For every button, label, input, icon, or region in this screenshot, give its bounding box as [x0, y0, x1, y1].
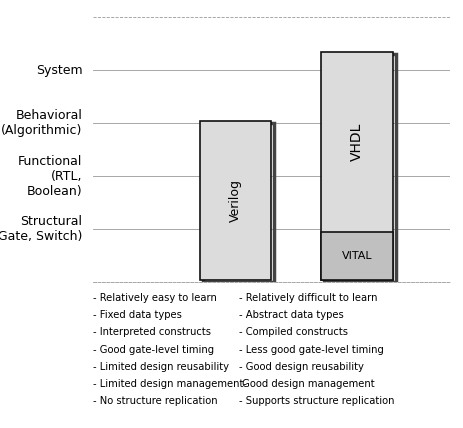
Text: VHDL: VHDL [350, 123, 363, 161]
Text: - Compiled constructs: - Compiled constructs [238, 327, 347, 337]
Text: VITAL: VITAL [341, 251, 372, 261]
Bar [202, 123, 274, 282]
Text: - Limited design reusability: - Limited design reusability [93, 362, 228, 372]
Text: Verilog: Verilog [229, 179, 242, 222]
Bar [321, 232, 392, 280]
Bar [321, 52, 392, 280]
Text: - Limited design management-: - Limited design management- [93, 379, 246, 389]
Text: - Interpreted constructs: - Interpreted constructs [93, 327, 210, 337]
Bar [324, 54, 395, 282]
Text: - Good gate-level timing: - Good gate-level timing [93, 345, 213, 354]
Text: - No structure replication: - No structure replication [93, 396, 217, 406]
Text: - Good design reusability: - Good design reusability [238, 362, 363, 372]
Text: - Relatively easy to learn: - Relatively easy to learn [93, 293, 216, 303]
Text: - Less good gate-level timing: - Less good gate-level timing [238, 345, 383, 354]
Bar [200, 121, 271, 280]
Text: - Abstract data types: - Abstract data types [238, 310, 343, 320]
Text: - Supports structure replication: - Supports structure replication [238, 396, 394, 406]
Text: - Relatively difficult to learn: - Relatively difficult to learn [238, 293, 376, 303]
Text: - Fixed data types: - Fixed data types [93, 310, 181, 320]
Text: Good design management: Good design management [238, 379, 374, 389]
